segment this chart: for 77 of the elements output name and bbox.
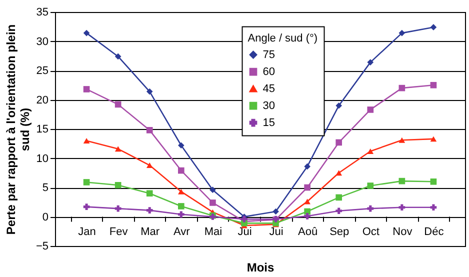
point [367, 205, 374, 212]
point [398, 30, 406, 36]
point [398, 84, 406, 92]
y-tick-label: 10 [36, 152, 48, 165]
y-tick-label: 0 [42, 211, 48, 224]
point [83, 86, 90, 92]
point [430, 136, 437, 142]
point [398, 178, 406, 184]
x-tick-label: Avr [174, 226, 190, 238]
point [114, 205, 122, 212]
point [83, 30, 90, 36]
point [398, 137, 406, 143]
legend-label: 45 [262, 82, 275, 95]
x-axis-title: Mois [246, 260, 274, 274]
point [367, 59, 374, 66]
x-tick-label: Jan [78, 226, 96, 238]
y-tick-label: −5 [36, 240, 48, 252]
x-tick-label: Jui [269, 226, 284, 238]
y-axis-title: Perte par rapport à l'orientation plein sud (%) [4, 24, 32, 235]
point [430, 204, 437, 211]
point [304, 163, 310, 170]
point [114, 146, 122, 152]
y-tick-label: 25 [36, 65, 48, 77]
point [146, 127, 153, 134]
point [178, 188, 184, 194]
legend-title: Angle / sud (°) [248, 32, 318, 44]
point [178, 203, 184, 210]
point [272, 208, 279, 215]
point [430, 178, 437, 185]
point [336, 139, 342, 146]
point [336, 102, 342, 109]
point [241, 216, 248, 222]
y-tick-label: 30 [36, 36, 48, 48]
point [304, 184, 310, 191]
point [114, 53, 122, 60]
point [210, 186, 216, 193]
point [430, 24, 437, 30]
point [114, 101, 122, 108]
point [430, 82, 437, 88]
legend-label: 30 [262, 100, 275, 112]
point [146, 207, 153, 214]
x-tick-label: Nov [392, 226, 413, 238]
y-tick-label: 20 [36, 94, 48, 106]
point [146, 88, 153, 95]
legend-label: 60 [262, 66, 275, 78]
point [83, 179, 90, 186]
x-tick-label: Sep [330, 226, 350, 238]
x-tick-label: Fev [109, 226, 128, 238]
point [367, 106, 374, 113]
point [178, 167, 184, 174]
x-tick-label: Déc [424, 226, 444, 238]
point [178, 142, 184, 149]
point [304, 198, 310, 204]
legend-label: 15 [262, 116, 275, 129]
point [83, 204, 90, 210]
point [336, 194, 342, 201]
point [178, 211, 184, 218]
legend-label: 75 [262, 48, 275, 61]
point [146, 190, 153, 197]
y-tick-label: 5 [42, 182, 48, 194]
point [210, 200, 216, 206]
point [83, 138, 90, 144]
x-tick-label: Mai [204, 226, 222, 238]
x-tick-label: Aoû [298, 226, 318, 238]
point [146, 162, 153, 168]
x-tick-label: Oct [362, 226, 380, 238]
x-tick-label: Mar [140, 226, 160, 238]
point [304, 213, 310, 220]
y-tick-label: 35 [36, 6, 48, 18]
point [114, 182, 122, 188]
y-tick-label: 15 [36, 124, 48, 136]
point [367, 182, 374, 189]
point [336, 208, 342, 214]
point [336, 170, 342, 176]
point [398, 204, 406, 211]
point [367, 148, 374, 154]
x-tick-label: Jui [238, 226, 252, 238]
